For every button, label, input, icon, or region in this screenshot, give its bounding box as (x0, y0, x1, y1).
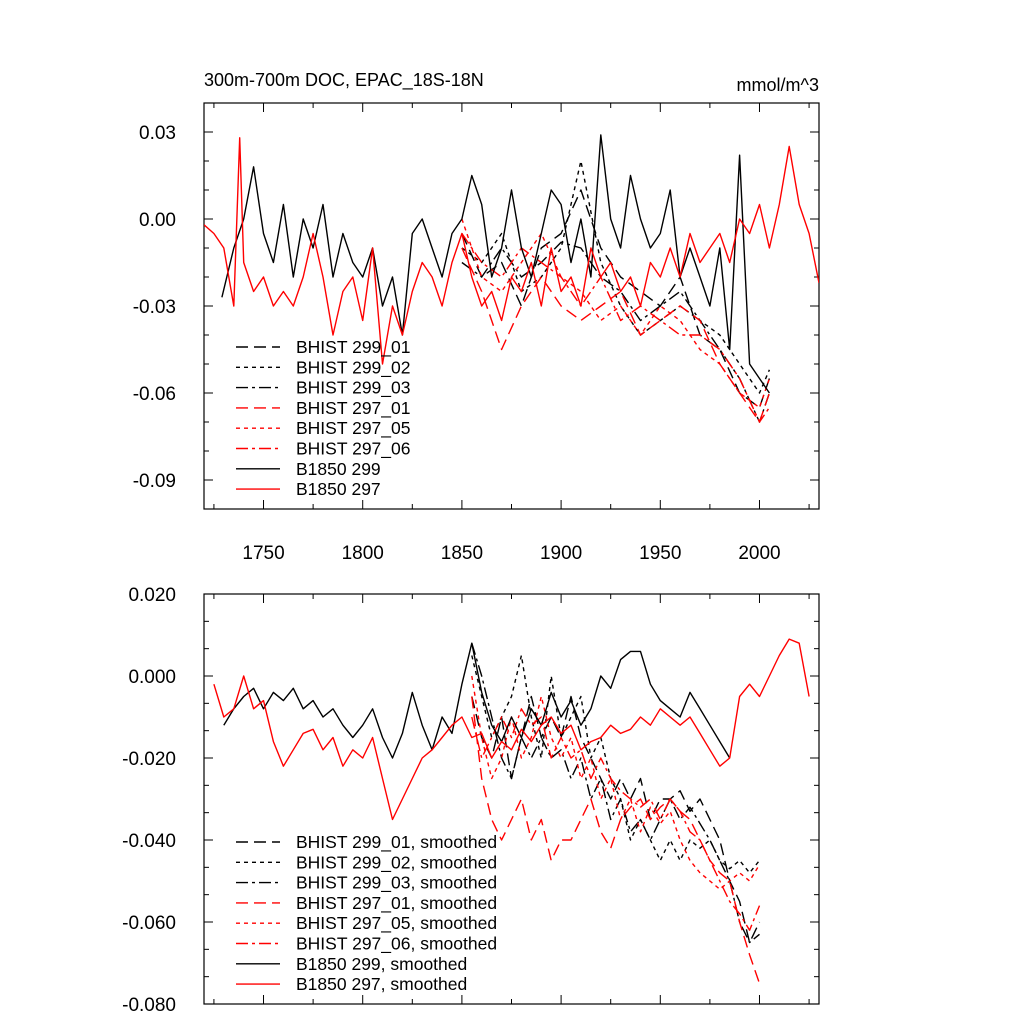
legend-label: BHIST 297_05 (296, 418, 410, 439)
x-tick-label: 1900 (540, 543, 582, 564)
y-tick-label: -0.060 (122, 913, 176, 934)
series-line (461, 241, 771, 423)
y-tick-label: -0.020 (122, 749, 176, 770)
bottom-panel: 0.020 0.000 -0.020 -0.040 -0.060 -0.080 BHIST … (122, 585, 820, 1016)
legend-label: BHIST 297_06, smoothed (296, 934, 497, 955)
legend-label: BHIST 299_03 (296, 378, 410, 399)
legend-label: B1850 297 (296, 479, 381, 499)
x-tick-label: 1850 (441, 543, 483, 564)
series-line (471, 695, 761, 944)
series-group (204, 134, 819, 423)
series-group (213, 638, 810, 984)
y-tick-label: 0.03 (139, 123, 176, 144)
legend-label: BHIST 299_02, smoothed (296, 852, 497, 873)
series-line (461, 189, 771, 409)
y-tick-label: 0.000 (128, 667, 176, 688)
legend-label: BHIST 297_01 (296, 398, 410, 419)
series-line (461, 233, 770, 423)
legend-label: BHIST 299_02 (296, 357, 410, 378)
y-tick-label: 0.020 (128, 585, 176, 606)
x-tick-label: 1750 (242, 543, 284, 564)
y-tick-label: -0.06 (133, 384, 176, 405)
x-tick-label: 1950 (639, 543, 681, 564)
chart-title: 300m-700m DOC, EPAC_18S-18N (204, 70, 484, 91)
legend-label: B1850 299, smoothed (296, 954, 467, 974)
series-line (461, 247, 771, 423)
y-tick-label: -0.03 (133, 297, 176, 318)
series-line (471, 642, 760, 944)
x-tick-label: 1800 (342, 543, 384, 564)
legend-label: BHIST 299_03, smoothed (296, 873, 497, 894)
legend-label: BHIST 297_05, smoothed (296, 913, 497, 934)
y-tick-label: -0.080 (122, 995, 176, 1016)
legend-label: B1850 297, smoothed (296, 974, 467, 994)
y-tick-label: 0.00 (139, 210, 176, 231)
legend-label: BHIST 299_01 (296, 337, 410, 358)
legend-label: BHIST 297_01, smoothed (296, 893, 497, 914)
legend-label: B1850 299 (296, 459, 381, 479)
series-line (223, 642, 731, 759)
series-line (213, 638, 810, 821)
x-tick-label: 2000 (738, 543, 780, 564)
y-tick-label: -0.040 (122, 831, 176, 852)
series-line (471, 675, 761, 890)
y-tick-label: -0.09 (133, 471, 176, 492)
units-label: mmol/m^3 (737, 75, 819, 95)
series-line (204, 137, 819, 365)
top-panel: 1750 1800 1850 1900 1950 2000 0.03 0.00 -0.03 -0.… (133, 70, 820, 564)
series-line (461, 218, 771, 409)
series-line (471, 696, 761, 984)
legend-label: BHIST 299_01, smoothed (296, 832, 497, 853)
legend-label: BHIST 297_06 (296, 439, 410, 460)
